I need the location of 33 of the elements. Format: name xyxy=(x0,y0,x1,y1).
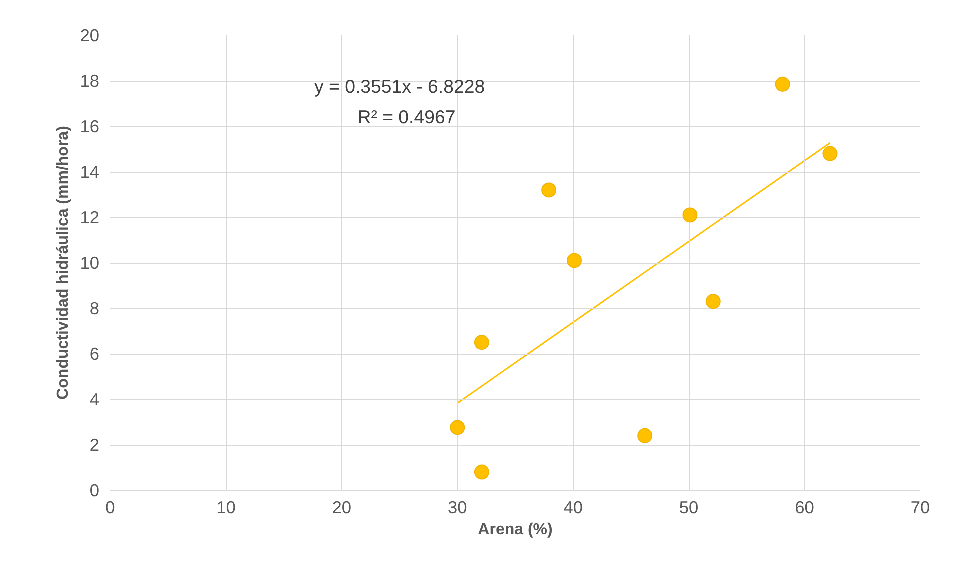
x-tick-label: 10 xyxy=(216,498,236,518)
y-tick-label: 0 xyxy=(90,480,100,500)
x-tick-label: 70 xyxy=(910,498,930,518)
y-tick-label: 16 xyxy=(80,116,100,136)
point xyxy=(474,335,490,350)
point xyxy=(542,182,557,198)
point xyxy=(822,146,838,162)
x-tick-label: 30 xyxy=(448,498,468,518)
x-tick-label: 40 xyxy=(564,498,583,518)
x-tick-label: 60 xyxy=(795,498,814,518)
x-tick-label: 0 xyxy=(106,498,116,518)
annotation: y = 0.3551x - 6.8228 xyxy=(314,76,486,97)
y-tick-label: 2 xyxy=(90,435,100,455)
annotation: R² = 0.4967 xyxy=(358,106,456,128)
x-axis-title: Arena (%) xyxy=(478,522,553,538)
x-tick-label: 20 xyxy=(332,498,352,518)
point xyxy=(706,294,721,310)
y-tick-label: 20 xyxy=(80,26,100,46)
y-tick-label: 10 xyxy=(80,253,100,273)
y-tick-label: 8 xyxy=(90,298,100,318)
y-tick-label: 12 xyxy=(80,208,100,228)
y-tick-label: 6 xyxy=(90,344,100,364)
point xyxy=(638,428,653,444)
y-tick-label: 14 xyxy=(80,162,100,182)
y-tick-label: 4 xyxy=(90,390,100,410)
point xyxy=(775,76,790,92)
point xyxy=(450,420,466,436)
point xyxy=(567,253,582,268)
x-tick-label: 50 xyxy=(679,498,699,518)
point xyxy=(682,208,698,223)
point xyxy=(474,464,490,480)
y-tick-label: 18 xyxy=(80,71,100,91)
y-axis-title: Conductividad hidráulica (mm/hora) xyxy=(55,126,72,400)
